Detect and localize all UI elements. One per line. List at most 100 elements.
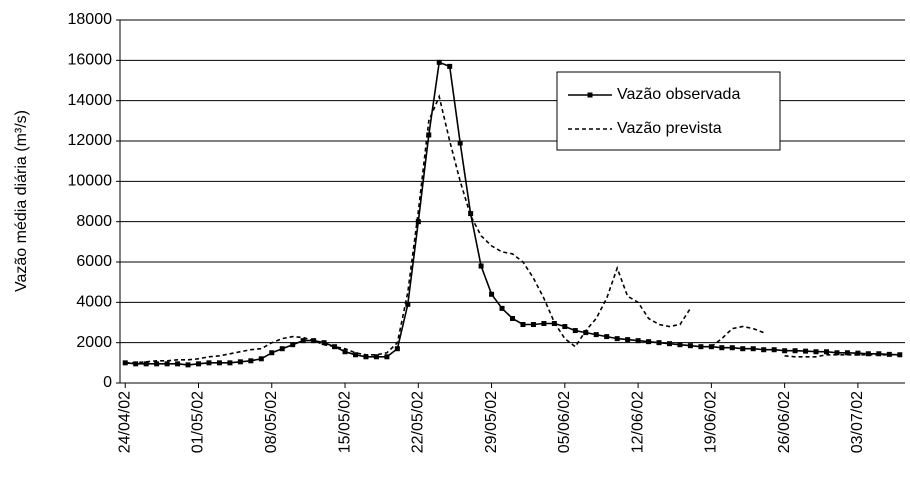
marker [855,350,861,356]
marker [457,140,463,146]
x-tick-label: 01/05/02 [190,391,207,453]
marker [865,351,871,357]
marker [656,340,662,346]
marker [363,354,369,360]
series-line [125,94,900,364]
marker [436,59,442,65]
x-tick-label: 08/05/02 [263,391,280,453]
marker [206,360,212,366]
y-tick-label: 12000 [68,132,113,149]
marker [698,344,704,350]
legend-box [556,71,781,151]
marker [803,348,809,354]
marker [468,211,474,217]
marker [300,338,306,344]
marker [133,361,139,367]
marker [708,344,714,350]
y-tick-label: 14000 [68,92,113,109]
marker [583,330,589,336]
marker [782,348,788,354]
marker [143,361,149,367]
x-tick-label: 12/06/02 [629,391,646,453]
marker [541,321,547,327]
marker [635,338,641,344]
marker [625,337,631,343]
legend-label: Vazão prevista [617,120,722,137]
marker [258,356,264,362]
y-tick-label: 10000 [68,173,113,190]
marker [311,338,317,344]
y-tick-label: 6000 [76,253,112,270]
x-tick-label: 29/05/02 [483,391,500,453]
marker [687,343,693,349]
marker [342,349,348,355]
x-tick-label: 22/05/02 [410,391,427,453]
marker [593,332,599,338]
x-tick-label: 24/04/02 [116,391,133,453]
y-tick-label: 4000 [76,294,112,311]
marker [290,342,296,348]
legend-marker [587,92,593,98]
marker [154,361,160,367]
marker [185,362,191,368]
marker [520,322,526,328]
marker [729,345,735,351]
marker [614,336,620,342]
marker [844,350,850,356]
x-tick-label: 05/06/02 [556,391,573,453]
x-tick-label: 03/07/02 [849,391,866,453]
marker [604,334,610,340]
marker [269,350,275,356]
marker [279,346,285,352]
marker [196,361,201,367]
marker [353,352,358,358]
marker [499,305,505,311]
y-tick-label: 2000 [76,334,112,351]
marker [646,339,652,345]
marker [551,321,557,327]
marker [332,344,338,350]
marker [834,350,840,356]
y-axis-label: Vazão média diária (m³/s) [13,110,30,292]
marker [771,347,777,353]
marker [740,346,746,352]
marker [761,347,767,353]
marker [510,315,515,321]
x-tick-label: 19/06/02 [703,391,720,453]
marker [216,360,222,366]
marker [489,291,495,297]
marker [405,301,411,307]
marker [415,219,421,225]
y-tick-label: 8000 [76,213,112,230]
marker [530,322,536,328]
marker [886,351,892,357]
x-tick-label: 26/06/02 [776,391,793,453]
marker [227,360,233,366]
marker [122,360,128,366]
marker [321,340,327,346]
marker [824,349,829,355]
marker [478,263,484,269]
marker [237,359,243,365]
x-tick-label: 15/05/02 [336,391,353,453]
marker [813,349,819,355]
marker [384,354,390,360]
marker [792,348,798,354]
y-tick-label: 18000 [68,11,113,28]
marker [562,324,568,330]
marker [426,132,432,138]
marker [677,342,683,348]
marker [394,346,400,352]
marker [447,63,453,69]
marker [897,352,903,358]
legend-label: Vazão observada [617,86,740,103]
marker [876,351,882,357]
marker [164,361,170,367]
marker [750,346,756,352]
marker [667,341,672,347]
marker [175,361,181,367]
y-tick-label: 0 [103,374,112,391]
marker [248,358,254,364]
y-tick-label: 16000 [68,52,113,69]
